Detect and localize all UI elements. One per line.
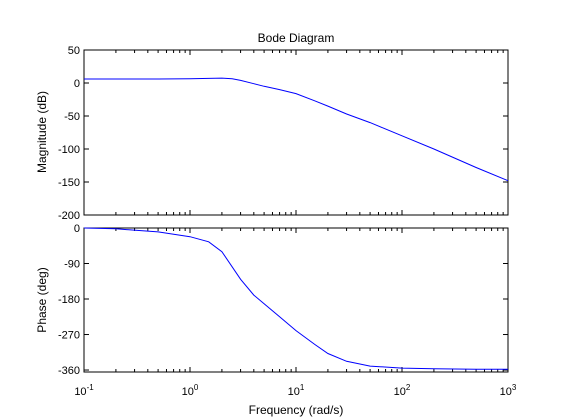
magnitude-y-tick-label: -100 (58, 144, 80, 156)
magnitude-y-axis-label: Magnitude (dB) (35, 91, 49, 173)
x-tick-label: 10-1 (74, 383, 94, 398)
magnitude-y-tick-label: -200 (58, 210, 80, 222)
x-axis-label: Frequency (rad/s) (249, 403, 344, 417)
x-tick-label: 103 (500, 383, 517, 398)
phase-y-axis-label: Phase (deg) (35, 267, 49, 332)
phase-y-tick-label: 0 (74, 223, 80, 235)
magnitude-y-tick-label: 0 (74, 78, 80, 90)
x-tick-label: 100 (182, 383, 199, 398)
x-tick-label: 101 (288, 383, 305, 398)
phase-axes-frame (83, 227, 509, 373)
magnitude-plot: 50 0 -50 -100 -150 -200 (58, 45, 509, 222)
phase-y-tick-label: -270 (58, 330, 80, 342)
phase-plot: 0 -90 -180 -270 -360 10-1 100 101 102 103 (58, 223, 517, 398)
phase-y-tick-label: -180 (58, 294, 80, 306)
phase-y-tick-label: -360 (58, 365, 80, 377)
phase-y-tick-label: -90 (64, 259, 80, 271)
chart-title: Bode Diagram (258, 31, 335, 45)
x-tick-label: 102 (394, 383, 411, 398)
magnitude-axes-frame (83, 49, 509, 216)
magnitude-y-tick-label: 50 (68, 45, 80, 57)
magnitude-y-tick-label: -50 (64, 111, 80, 123)
magnitude-series-line (84, 77, 509, 182)
phase-series-line (83, 227, 508, 370)
magnitude-y-tick-label: -150 (58, 177, 80, 189)
